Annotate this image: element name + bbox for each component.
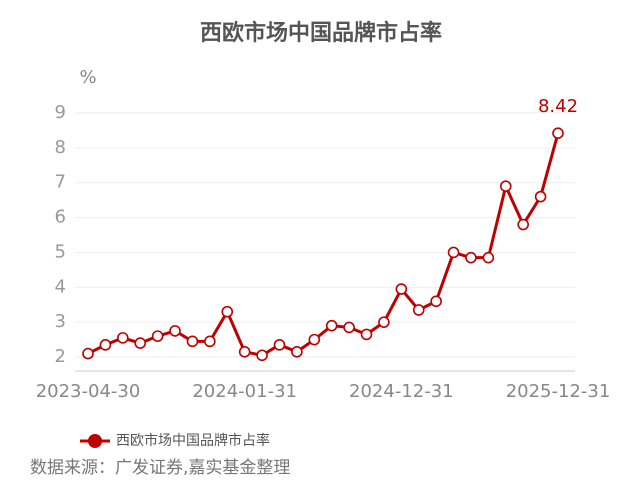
x-tick-label: 2024-12-31 xyxy=(349,381,454,402)
legend-label: 西欧市场中国品牌市占率 xyxy=(116,432,270,449)
data-point xyxy=(186,335,199,348)
data-point xyxy=(360,328,373,341)
y-tick-label: 9 xyxy=(55,102,66,123)
data-point xyxy=(482,251,495,264)
y-tick-label: 4 xyxy=(55,276,66,297)
x-tick-label: 2024-01-31 xyxy=(192,381,297,402)
data-point xyxy=(447,246,460,259)
data-point xyxy=(465,251,477,264)
data-point xyxy=(395,283,408,295)
data-point xyxy=(256,349,268,362)
data-point xyxy=(82,347,94,360)
legend-marker xyxy=(88,434,102,448)
data-point xyxy=(412,304,425,316)
data-point xyxy=(308,333,321,346)
data-label: 8.42 xyxy=(538,96,578,117)
x-tick-label: 2023-04-30 xyxy=(36,381,141,402)
chart-title: 西欧市场中国品牌市占率 xyxy=(200,20,442,46)
data-point xyxy=(169,325,181,337)
data-point xyxy=(534,190,547,203)
data-point xyxy=(238,346,251,358)
y-tick-label: 8 xyxy=(55,137,66,158)
data-point xyxy=(291,346,303,358)
data-point xyxy=(343,321,355,334)
y-unit: % xyxy=(79,67,96,88)
source-note: 数据来源：广发证券,嘉实基金整理 xyxy=(30,458,290,478)
data-point xyxy=(552,127,564,139)
data-point xyxy=(204,335,216,348)
data-point xyxy=(378,316,390,328)
data-point xyxy=(221,305,234,318)
x-tick-label: 2025-12-31 xyxy=(506,381,611,402)
data-line xyxy=(87,132,560,357)
data-point xyxy=(430,295,442,308)
data-point xyxy=(325,319,338,332)
data-point xyxy=(499,180,512,192)
y-tick-label: 3 xyxy=(55,311,66,332)
y-tick-label: 7 xyxy=(55,172,66,193)
data-point xyxy=(273,339,286,351)
data-point xyxy=(117,332,129,344)
data-point xyxy=(134,337,147,349)
y-tick-label: 2 xyxy=(55,346,66,367)
y-tick-label: 6 xyxy=(55,207,66,228)
data-point xyxy=(99,339,112,351)
data-point xyxy=(151,330,164,342)
y-tick-label: 5 xyxy=(55,241,66,262)
data-point xyxy=(517,218,529,231)
